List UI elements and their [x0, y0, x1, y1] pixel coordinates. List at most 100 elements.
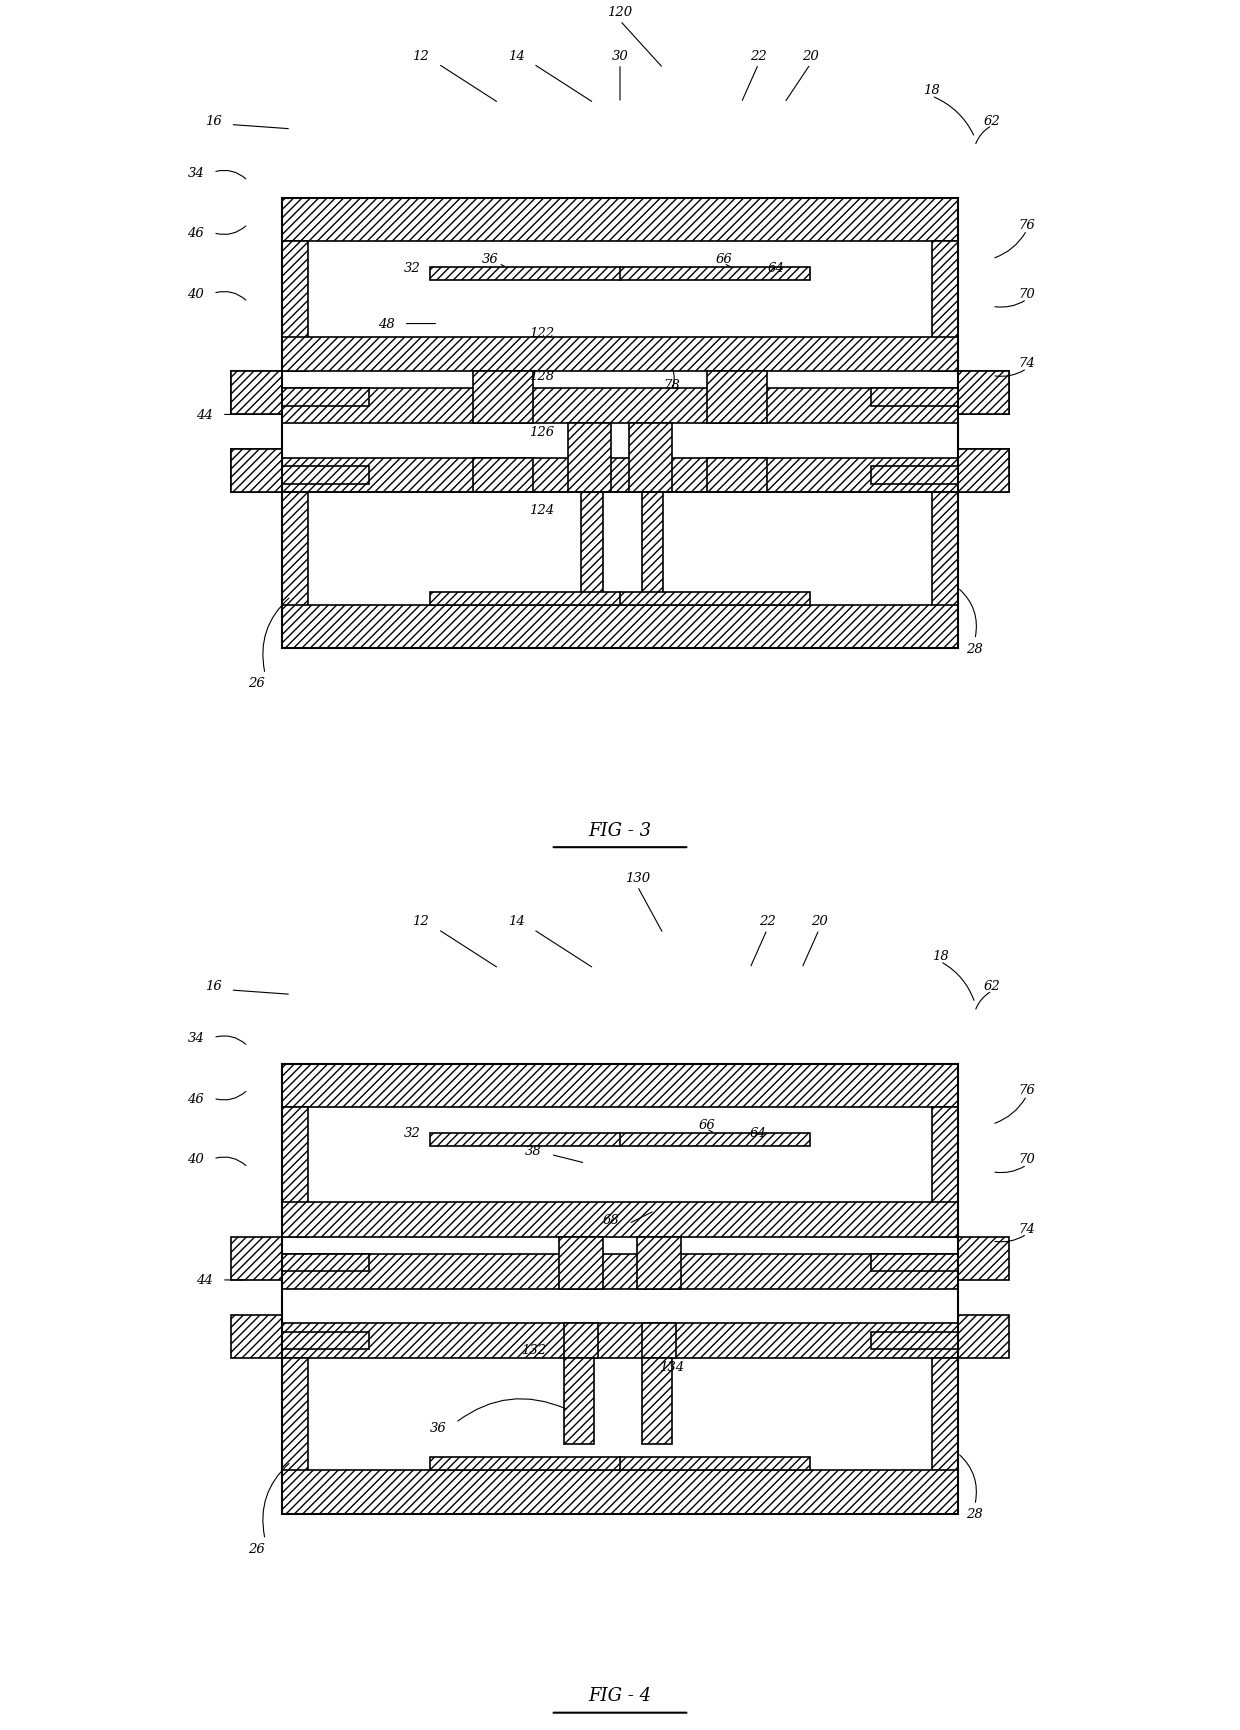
Text: 16: 16: [205, 979, 222, 993]
Text: 62: 62: [983, 114, 1001, 128]
Bar: [231, 372, 283, 415]
Text: 36: 36: [430, 1420, 446, 1434]
Bar: [283, 1254, 957, 1289]
Bar: [870, 1254, 957, 1272]
Text: 20: 20: [811, 915, 827, 927]
Text: 36: 36: [482, 253, 498, 266]
Text: 70: 70: [1018, 1152, 1035, 1166]
Text: 40: 40: [187, 287, 205, 301]
Text: 70: 70: [1018, 287, 1035, 301]
Bar: [283, 1254, 370, 1272]
Bar: [283, 1107, 309, 1237]
Bar: [931, 493, 957, 649]
Bar: [231, 450, 283, 493]
Bar: [641, 1358, 672, 1445]
Text: 120: 120: [608, 7, 632, 19]
Bar: [283, 1323, 957, 1358]
Bar: [283, 389, 957, 424]
Text: 32: 32: [404, 261, 420, 275]
Bar: [472, 372, 533, 424]
Bar: [870, 389, 957, 407]
Bar: [283, 1470, 957, 1514]
Text: 18: 18: [924, 85, 940, 97]
Bar: [472, 458, 533, 493]
Bar: [641, 493, 663, 597]
Text: 34: 34: [187, 1031, 205, 1045]
Text: FIG - 3: FIG - 3: [589, 822, 651, 839]
Text: 44: 44: [196, 408, 213, 422]
Bar: [707, 458, 768, 493]
Text: 14: 14: [507, 50, 525, 62]
Text: 22: 22: [759, 915, 775, 927]
Text: 132: 132: [521, 1342, 546, 1356]
Bar: [957, 1237, 1009, 1280]
Text: 32: 32: [404, 1126, 420, 1140]
Bar: [641, 1323, 676, 1358]
Text: 28: 28: [966, 1507, 983, 1521]
Bar: [231, 1237, 283, 1280]
Text: 38: 38: [525, 1144, 542, 1157]
Bar: [568, 424, 611, 493]
Bar: [707, 372, 768, 424]
Text: 68: 68: [603, 1213, 620, 1227]
Text: 40: 40: [187, 1152, 205, 1166]
Bar: [283, 606, 957, 649]
Text: 18: 18: [932, 950, 949, 962]
Bar: [283, 242, 309, 372]
Bar: [283, 199, 957, 649]
Bar: [870, 1332, 957, 1349]
Bar: [283, 1202, 957, 1237]
Bar: [429, 1133, 811, 1145]
Text: 22: 22: [750, 50, 766, 62]
Bar: [429, 1457, 811, 1470]
Bar: [283, 458, 957, 493]
Bar: [957, 450, 1009, 493]
Bar: [283, 337, 957, 372]
Bar: [231, 1315, 283, 1358]
Text: FIG - 4: FIG - 4: [589, 1687, 651, 1704]
Text: 46: 46: [187, 1092, 205, 1105]
Text: 28: 28: [966, 642, 983, 656]
Bar: [283, 1064, 957, 1514]
Text: 126: 126: [529, 426, 554, 439]
Bar: [283, 389, 370, 407]
Bar: [629, 424, 672, 493]
Text: 16: 16: [205, 114, 222, 128]
Text: 46: 46: [187, 227, 205, 240]
Text: 66: 66: [715, 253, 733, 266]
Bar: [283, 1358, 309, 1514]
Text: 12: 12: [413, 50, 429, 62]
Bar: [957, 372, 1009, 415]
Text: 74: 74: [1018, 1221, 1035, 1235]
Text: 66: 66: [698, 1118, 715, 1131]
Bar: [283, 199, 957, 242]
Text: 26: 26: [248, 676, 265, 690]
Bar: [283, 467, 370, 484]
Bar: [283, 1064, 957, 1107]
Bar: [429, 268, 811, 280]
Text: 76: 76: [1018, 1083, 1035, 1097]
Bar: [582, 493, 603, 597]
Text: 62: 62: [983, 979, 1001, 993]
Text: 26: 26: [248, 1541, 265, 1555]
Text: 44: 44: [196, 1273, 213, 1287]
Text: 64: 64: [768, 261, 784, 275]
Text: 20: 20: [802, 50, 818, 62]
Bar: [931, 242, 957, 372]
Bar: [231, 372, 283, 415]
Bar: [564, 1358, 594, 1445]
Bar: [957, 450, 1009, 493]
Text: 130: 130: [625, 872, 650, 884]
Text: 128: 128: [529, 370, 554, 382]
Bar: [559, 1237, 603, 1289]
Bar: [283, 493, 309, 649]
Bar: [931, 1358, 957, 1514]
Text: 78: 78: [663, 379, 681, 391]
Bar: [957, 372, 1009, 415]
Text: 124: 124: [529, 503, 554, 517]
Text: 134: 134: [660, 1360, 684, 1374]
Bar: [870, 467, 957, 484]
Text: 76: 76: [1018, 218, 1035, 232]
Text: 30: 30: [611, 50, 629, 62]
Text: 74: 74: [1018, 356, 1035, 370]
